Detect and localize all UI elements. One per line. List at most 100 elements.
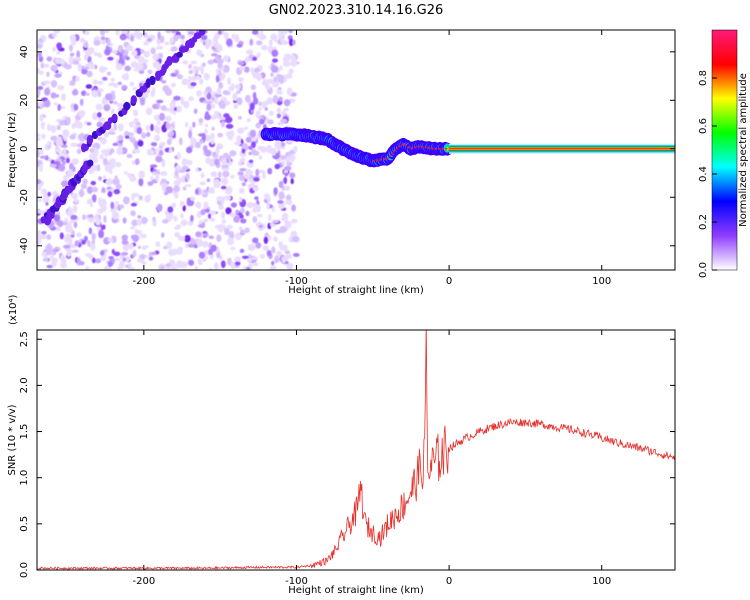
noise-speckle xyxy=(86,122,92,126)
noise-speckle xyxy=(115,184,122,190)
noise-speckle xyxy=(288,68,294,75)
noise-speckle xyxy=(99,256,107,261)
noise-speckle xyxy=(258,224,263,229)
noise-speckle xyxy=(89,243,96,251)
noise-speckle xyxy=(184,121,189,128)
noise-speckle xyxy=(206,178,211,183)
noise-speckle xyxy=(261,80,269,86)
noise-speckle xyxy=(201,62,206,67)
noise-speckle xyxy=(105,163,110,169)
noise-speckle xyxy=(121,239,129,245)
noise-speckle xyxy=(129,175,137,182)
noise-speckle xyxy=(216,234,222,242)
noise-speckle xyxy=(37,51,42,58)
noise-speckle xyxy=(57,136,62,141)
noise-speckle xyxy=(247,243,256,252)
noise-speckle xyxy=(161,80,167,84)
noise-speckle xyxy=(107,237,114,243)
noise-speckle xyxy=(47,191,52,197)
noise-speckle xyxy=(44,87,51,96)
noise-speckle xyxy=(137,215,142,219)
noise-speckle xyxy=(73,198,80,203)
streak-blob xyxy=(149,75,156,86)
noise-speckle xyxy=(102,175,106,179)
spectrogram-y-axis-label: Frequency (Hz) xyxy=(7,112,18,188)
noise-speckle xyxy=(106,71,112,76)
noise-speckle xyxy=(288,30,293,34)
noise-speckle xyxy=(113,188,121,195)
noise-speckle xyxy=(214,33,220,40)
noise-speckle xyxy=(141,261,147,266)
noise-speckle xyxy=(138,195,143,201)
noise-speckle xyxy=(259,118,265,125)
noise-speckle xyxy=(134,158,140,166)
noise-speckle xyxy=(252,186,259,192)
noise-speckle xyxy=(52,248,60,253)
noise-speckle xyxy=(199,181,206,186)
noise-speckle xyxy=(97,208,104,214)
noise-speckle xyxy=(249,102,255,111)
noise-speckle xyxy=(37,86,44,90)
snr-y-axis-label: SNR (10 * v/v) xyxy=(7,404,18,475)
colorbar-tick-label: 0.6 xyxy=(698,118,709,134)
noise-speckle xyxy=(276,113,281,119)
noise-speckle xyxy=(238,115,242,120)
noise-speckle xyxy=(177,246,183,251)
noise-speckle xyxy=(113,83,119,88)
x-tick-label: 0 xyxy=(446,276,452,287)
streak-blob xyxy=(123,101,130,111)
noise-speckle xyxy=(181,165,189,171)
noise-speckle xyxy=(137,140,144,147)
noise-speckle xyxy=(129,243,134,250)
noise-speckle xyxy=(37,89,41,96)
noise-speckle xyxy=(192,121,196,128)
noise-speckle xyxy=(251,148,257,154)
noise-speckle xyxy=(193,108,198,114)
colorbar-label: Normalized spectral amplitude xyxy=(738,73,749,227)
noise-speckle xyxy=(243,126,249,130)
noise-speckle xyxy=(177,151,181,160)
noise-speckle xyxy=(135,148,140,154)
noise-speckle xyxy=(260,30,264,38)
noise-speckle xyxy=(280,217,287,221)
noise-speckle xyxy=(165,30,173,34)
noise-speckle xyxy=(210,139,215,145)
noise-speckle xyxy=(290,58,298,67)
noise-speckle xyxy=(271,261,275,266)
noise-speckle xyxy=(248,159,254,164)
noise-speckle xyxy=(37,67,41,75)
noise-speckle xyxy=(262,245,269,252)
noise-speckle xyxy=(98,229,105,239)
noise-speckle xyxy=(84,63,89,68)
noise-speckle xyxy=(239,196,243,203)
noise-speckle xyxy=(230,246,236,250)
colorbar-tick-label: 0.2 xyxy=(698,214,709,230)
noise-speckle xyxy=(131,219,138,227)
noise-speckle xyxy=(267,167,273,175)
noise-speckle xyxy=(139,97,146,106)
noise-speckle xyxy=(92,147,97,153)
noise-speckle xyxy=(160,182,168,188)
noise-speckle xyxy=(285,155,291,163)
noise-speckle xyxy=(150,176,154,180)
noise-speckle xyxy=(252,56,258,61)
noise-speckle xyxy=(204,134,211,142)
noise-speckle xyxy=(267,119,274,125)
noise-speckle xyxy=(89,148,94,153)
noise-speckle xyxy=(166,138,172,146)
noise-speckle xyxy=(256,52,261,58)
noise-speckle xyxy=(139,254,146,259)
noise-speckle xyxy=(225,123,234,129)
noise-speckle xyxy=(37,183,42,191)
noise-speckle xyxy=(202,100,209,104)
noise-speckle xyxy=(115,63,123,71)
noise-speckle xyxy=(94,51,98,57)
noise-speckle xyxy=(208,235,214,239)
noise-speckle xyxy=(190,237,195,244)
noise-speckle xyxy=(145,107,153,116)
noise-speckle xyxy=(94,215,100,220)
noise-speckle xyxy=(221,120,225,128)
noise-speckle xyxy=(180,219,188,226)
noise-speckle xyxy=(258,155,263,160)
noise-speckle xyxy=(60,254,66,263)
